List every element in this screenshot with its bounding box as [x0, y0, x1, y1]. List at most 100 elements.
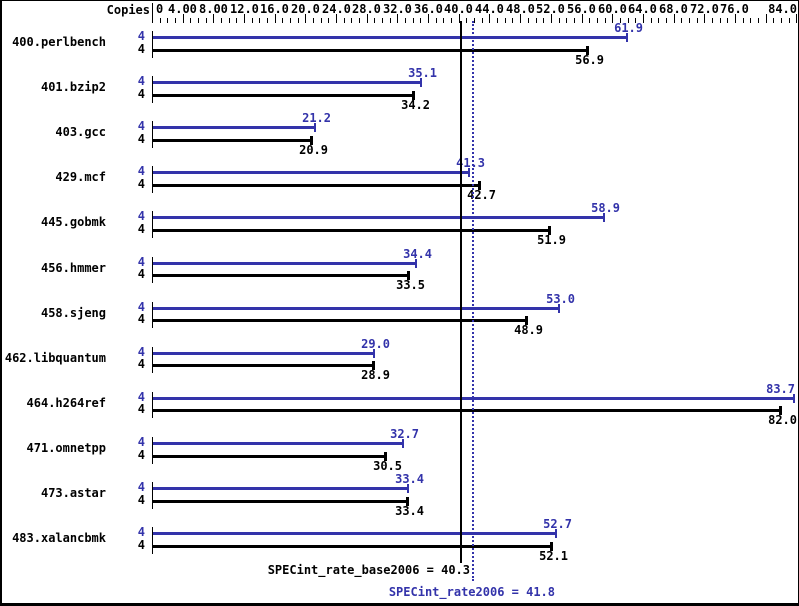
benchmark-name: 445.gobmk [40, 215, 106, 229]
peak-value-label: 53.0 [546, 292, 575, 306]
base-value-label: 34.2 [401, 98, 430, 112]
base-bar-endcap [406, 497, 409, 506]
benchmark-name: 483.xalancbmk [12, 531, 106, 545]
base-bar [153, 545, 552, 548]
minor-tick [512, 18, 513, 23]
minor-tick [559, 18, 560, 23]
group-axis-bracket [152, 31, 153, 58]
minor-tick [160, 18, 161, 23]
peak-value-label: 83.7 [766, 382, 795, 396]
base-bar-endcap [779, 406, 782, 415]
peak-bar-endcap [373, 349, 375, 358]
minor-tick [635, 18, 636, 23]
copies-value-peak: 4 [137, 435, 145, 449]
peak-value-label: 35.1 [408, 66, 437, 80]
peak-value-label: 41.3 [456, 156, 485, 170]
x-tick-label: 68.0 [659, 2, 688, 16]
minor-tick [198, 18, 199, 23]
base-value-label: 42.7 [467, 188, 496, 202]
minor-tick [290, 18, 291, 23]
base-bar [153, 500, 408, 503]
base-value-label: 28.9 [361, 368, 390, 382]
copies-value-peak: 4 [137, 255, 145, 269]
group-axis-bracket [152, 166, 153, 193]
base-value-label: 33.5 [396, 278, 425, 292]
minor-tick [781, 18, 782, 23]
minor-tick [344, 18, 345, 23]
peak-value-label: 52.7 [543, 517, 572, 531]
peak-bar [153, 171, 469, 174]
base-bar [153, 139, 312, 142]
base-bar [153, 229, 550, 232]
x-tick-label: 8.00 [199, 2, 228, 16]
benchmark-name: 401.bzip2 [40, 80, 106, 94]
base-value-label: 33.4 [395, 504, 424, 518]
minor-tick [382, 18, 383, 23]
minor-tick [597, 18, 598, 23]
base-value-label: 56.9 [575, 53, 604, 67]
minor-tick [466, 18, 467, 23]
minor-tick [697, 18, 698, 23]
major-tick [735, 14, 736, 23]
base-value-label: 82.0 [768, 413, 797, 427]
major-tick [152, 14, 153, 23]
minor-tick [267, 18, 268, 23]
peak-value-label: 29.0 [361, 337, 390, 351]
major-tick [704, 14, 705, 23]
x-tick-label: 20.0 [291, 2, 320, 16]
major-tick [520, 14, 521, 23]
base-bar [153, 455, 386, 458]
minor-tick [666, 18, 667, 23]
minor-tick [443, 18, 444, 23]
peak-bar-endcap [555, 529, 557, 538]
minor-tick [313, 18, 314, 23]
minor-tick [405, 18, 406, 23]
copies-value-base: 4 [137, 312, 145, 326]
major-tick [305, 14, 306, 23]
x-tick-label: 40.0 [444, 2, 473, 16]
x-tick-label: 16.0 [260, 2, 289, 16]
base-bar [153, 319, 527, 322]
minor-tick [758, 18, 759, 23]
copies-value-base: 4 [137, 448, 145, 462]
peak-bar-endcap [420, 78, 422, 87]
minor-tick [574, 18, 575, 23]
copies-value-peak: 4 [137, 300, 145, 314]
minor-tick [229, 18, 230, 23]
major-tick [766, 14, 767, 23]
peak-bar-endcap [314, 123, 316, 132]
major-tick [551, 14, 552, 23]
major-tick [582, 14, 583, 23]
base-bar-endcap [310, 136, 313, 145]
benchmark-name: 462.libquantum [4, 351, 106, 365]
peak-bar [153, 81, 421, 84]
benchmark-name: 464.h264ref [26, 396, 106, 410]
peak-value-label: 34.4 [403, 247, 432, 261]
peak-bar-endcap [626, 33, 628, 42]
minor-tick [190, 18, 191, 23]
minor-tick [374, 18, 375, 23]
x-tick-label: 0 [156, 2, 164, 16]
base-bar-endcap [525, 316, 528, 325]
peak-bar-endcap [402, 439, 404, 448]
base-bar [153, 274, 409, 277]
group-axis-bracket [152, 392, 153, 418]
group-axis-bracket [152, 347, 153, 373]
group-axis-bracket [152, 527, 153, 554]
base-bar [153, 94, 414, 97]
minor-tick [789, 18, 790, 23]
major-tick [428, 14, 429, 23]
base-bar-endcap [412, 91, 415, 100]
peak-bar [153, 216, 604, 219]
peak-value-label: 61.9 [614, 21, 643, 35]
benchmark-name: 473.astar [40, 486, 106, 500]
copies-column-header: Copies [106, 3, 150, 17]
base-reference-line [460, 21, 462, 563]
major-tick [397, 14, 398, 23]
minor-tick [497, 18, 498, 23]
group-axis-bracket [152, 121, 153, 148]
x-tick-label: 48.0 [506, 2, 535, 16]
minor-tick [282, 18, 283, 23]
minor-tick [413, 18, 414, 23]
peak-bar-endcap [415, 259, 417, 268]
